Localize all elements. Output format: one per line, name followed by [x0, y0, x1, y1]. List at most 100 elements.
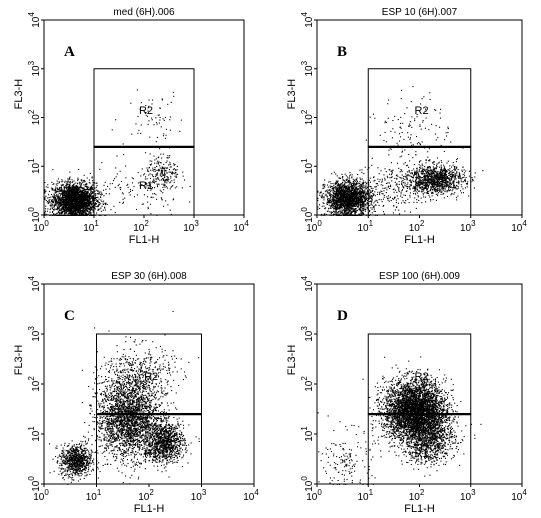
event-point [341, 202, 343, 204]
event-point [58, 212, 60, 214]
event-point [75, 213, 77, 215]
panel-label: A [64, 44, 75, 60]
x-tick-exponent: 4 [244, 219, 249, 228]
event-point [322, 193, 324, 195]
event-point [80, 197, 82, 199]
event-point [71, 186, 73, 188]
event-point [85, 203, 87, 205]
event-point [324, 214, 326, 216]
event-point [73, 190, 75, 192]
event-point [68, 206, 70, 208]
event-point [81, 212, 83, 214]
event-point [375, 183, 377, 185]
event-point [80, 192, 82, 194]
event-point [72, 185, 74, 187]
event-point [364, 208, 366, 210]
event-point [127, 186, 129, 188]
event-point [70, 188, 72, 190]
event-point [65, 185, 67, 187]
event-point [66, 209, 68, 211]
event-point [164, 174, 166, 176]
event-point [96, 185, 98, 187]
event-point [147, 196, 149, 198]
event-point [96, 197, 98, 199]
event-point [64, 208, 66, 210]
event-point [98, 191, 100, 193]
event-point [80, 204, 82, 206]
event-point [57, 201, 59, 203]
event-point [62, 200, 64, 202]
event-point [74, 213, 76, 215]
event-point [343, 184, 345, 186]
event-point [87, 207, 89, 209]
event-point [161, 183, 163, 185]
event-point [356, 195, 358, 197]
event-point [58, 209, 60, 211]
event-point [356, 196, 358, 198]
event-point [58, 191, 60, 193]
event-point [335, 210, 337, 212]
event-point [364, 186, 366, 188]
event-point [51, 199, 53, 201]
event-point [354, 179, 356, 181]
event-point [74, 193, 76, 195]
event-point [342, 198, 344, 200]
event-point [83, 205, 85, 207]
event-point [72, 198, 74, 200]
event-point [147, 208, 149, 210]
event-point [68, 187, 70, 189]
event-point [56, 209, 58, 211]
event-point [52, 211, 54, 213]
event-point [66, 190, 68, 192]
event-point [100, 196, 102, 198]
event-point [73, 196, 75, 198]
event-point [88, 209, 90, 211]
event-point [164, 169, 166, 171]
event-point [45, 195, 47, 197]
event-point [92, 192, 94, 194]
event-point [85, 193, 87, 195]
event-point [54, 188, 56, 190]
event-point [91, 197, 93, 199]
event-point [71, 192, 73, 194]
event-point [61, 214, 63, 216]
event-point [123, 154, 125, 156]
event-point [349, 174, 351, 176]
event-point [45, 186, 47, 188]
event-point [327, 197, 329, 199]
event-point [152, 169, 154, 171]
event-point [60, 187, 62, 189]
event-point [79, 212, 81, 214]
event-point [88, 198, 90, 200]
event-point [74, 207, 76, 209]
event-point [81, 195, 83, 197]
event-point [53, 195, 55, 197]
event-point [84, 207, 86, 209]
event-point [161, 167, 163, 169]
event-point [164, 182, 166, 184]
event-point [76, 208, 78, 210]
event-point [74, 193, 76, 195]
event-point [64, 206, 66, 208]
event-point [356, 177, 358, 179]
event-point [116, 155, 118, 157]
event-point [72, 202, 74, 204]
event-point [335, 192, 337, 194]
event-point [359, 181, 361, 183]
event-point [95, 189, 97, 191]
event-point [94, 190, 96, 192]
event-point [100, 199, 102, 201]
event-point [53, 189, 55, 191]
event-point [156, 183, 158, 185]
event-point [45, 199, 47, 201]
x-tick-label: 101 [83, 219, 99, 234]
event-point [137, 132, 139, 134]
event-point [322, 202, 324, 204]
event-point [80, 185, 82, 187]
event-point [358, 185, 360, 187]
event-point [325, 189, 327, 191]
event-point [165, 134, 167, 136]
event-point [92, 187, 94, 189]
event-point [154, 162, 156, 164]
